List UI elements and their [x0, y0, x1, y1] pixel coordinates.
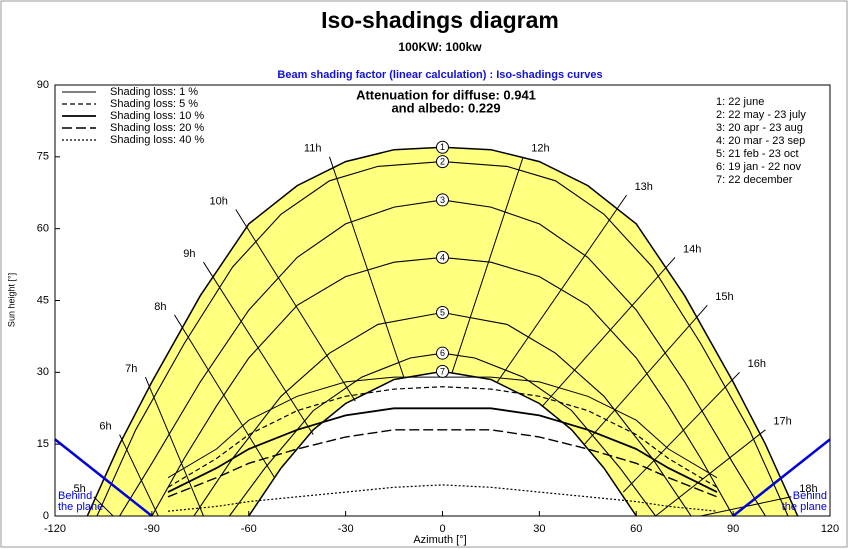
- y-tick-label: 60: [37, 223, 49, 235]
- hour-line: [174, 314, 276, 478]
- hour-label: 13h: [635, 181, 653, 193]
- hour-label: 10h: [209, 195, 227, 207]
- curve-marker: [436, 250, 449, 264]
- hour-line: [655, 429, 766, 517]
- legend-date: 5: 21 feb - 23 oct: [716, 148, 799, 160]
- legend-date: 1: 22 june: [716, 96, 764, 108]
- curve-marker-label: 2: [440, 156, 445, 166]
- hour-label: 11h: [304, 143, 322, 155]
- legend-label: Shading loss: 1 %: [110, 86, 198, 98]
- hour-line: [119, 434, 159, 517]
- curve-marker-label: 7: [440, 366, 445, 376]
- x-tick-label: 120: [821, 523, 839, 535]
- plane-limit: [732, 438, 831, 517]
- curve-marker: [436, 305, 449, 319]
- y-tick-label: 15: [37, 438, 49, 450]
- hour-label: 14h: [683, 243, 701, 255]
- behind-plane-label: Behind the plane: [58, 490, 103, 513]
- x-tick-label: -120: [44, 523, 66, 535]
- curve-marker: [436, 155, 449, 169]
- hour-line: [144, 376, 204, 517]
- curve-marker-label: 5: [440, 307, 445, 317]
- loss-curve: [167, 407, 718, 493]
- x-axis-label: Azimuth [°]: [413, 534, 466, 546]
- curve-marker: [436, 364, 449, 378]
- curve-marker: [436, 346, 449, 360]
- curve-marker: [436, 193, 449, 207]
- loss-curve: [167, 484, 718, 512]
- legend-label: Shading loss: 5 %: [110, 98, 198, 110]
- hour-label: 12h: [531, 143, 549, 155]
- y-tick-label: 90: [37, 79, 49, 91]
- legend-label: Shading loss: 10 %: [110, 110, 204, 122]
- x-tick-label: -30: [338, 523, 354, 535]
- subtitle: 100KW: 100kw: [398, 40, 482, 54]
- hour-line: [329, 156, 405, 378]
- legend-date: 4: 20 mar - 23 sep: [716, 135, 805, 147]
- legend-label: Shading loss: 40 %: [110, 134, 204, 146]
- hour-line: [93, 496, 114, 517]
- curve-marker: [436, 140, 449, 154]
- hour-label: 16h: [748, 358, 766, 370]
- hour-line: [203, 261, 314, 435]
- x-tick-label: -60: [241, 523, 257, 535]
- chart-title: Iso-shadings diagram: [321, 7, 559, 33]
- y-tick-label: 0: [43, 510, 49, 522]
- curve-marker-label: 4: [440, 252, 445, 262]
- diffuse-text: Attenuation for diffuse: 0.941: [356, 87, 536, 102]
- y-tick-label: 30: [37, 366, 49, 378]
- y-tick-label: 45: [37, 294, 49, 306]
- plane-limit: [54, 438, 153, 517]
- hour-label: 18h: [799, 483, 817, 495]
- hour-line: [496, 194, 628, 383]
- sun-zone: [87, 147, 798, 517]
- behind-plane-label: Behind the plane: [782, 490, 827, 513]
- curve-marker-label: 1: [440, 142, 445, 152]
- curve-marker-label: 3: [440, 195, 445, 205]
- legend-label: Shading loss: 20 %: [110, 122, 204, 134]
- hour-label: 15h: [715, 291, 733, 303]
- x-tick-label: 0: [439, 523, 445, 535]
- y-axis-label: Sun height [°]: [6, 273, 16, 327]
- hour-label: 5h: [74, 483, 86, 495]
- legend-date: 2: 22 may - 23 july: [716, 109, 806, 121]
- hour-label: 7h: [125, 363, 137, 375]
- hour-label: 9h: [183, 248, 195, 260]
- legend-date: 3: 20 apr - 23 aug: [716, 122, 803, 134]
- hour-line: [542, 257, 676, 407]
- hour-label: 8h: [154, 301, 166, 313]
- hour-label: 17h: [773, 416, 791, 428]
- x-tick-label: 30: [533, 523, 545, 535]
- albedo-text: and albedo: 0.229: [391, 100, 500, 115]
- loss-curve: [167, 429, 718, 498]
- hour-label: 6h: [99, 420, 111, 432]
- legend-date: 6: 19 jan - 22 nov: [716, 161, 802, 173]
- x-tick-label: -90: [144, 523, 160, 535]
- hour-line: [451, 156, 524, 373]
- loss-curve: [167, 386, 718, 488]
- legend-date: 7: 22 december: [716, 174, 793, 186]
- curve-marker-label: 6: [440, 348, 445, 358]
- x-tick-label: 90: [727, 523, 739, 535]
- x-tick-label: 60: [630, 523, 642, 535]
- y-tick-label: 75: [37, 151, 49, 163]
- hour-line: [584, 304, 708, 445]
- hour-line: [622, 371, 740, 493]
- header: Beam shading factor (linear calculation)…: [277, 69, 602, 81]
